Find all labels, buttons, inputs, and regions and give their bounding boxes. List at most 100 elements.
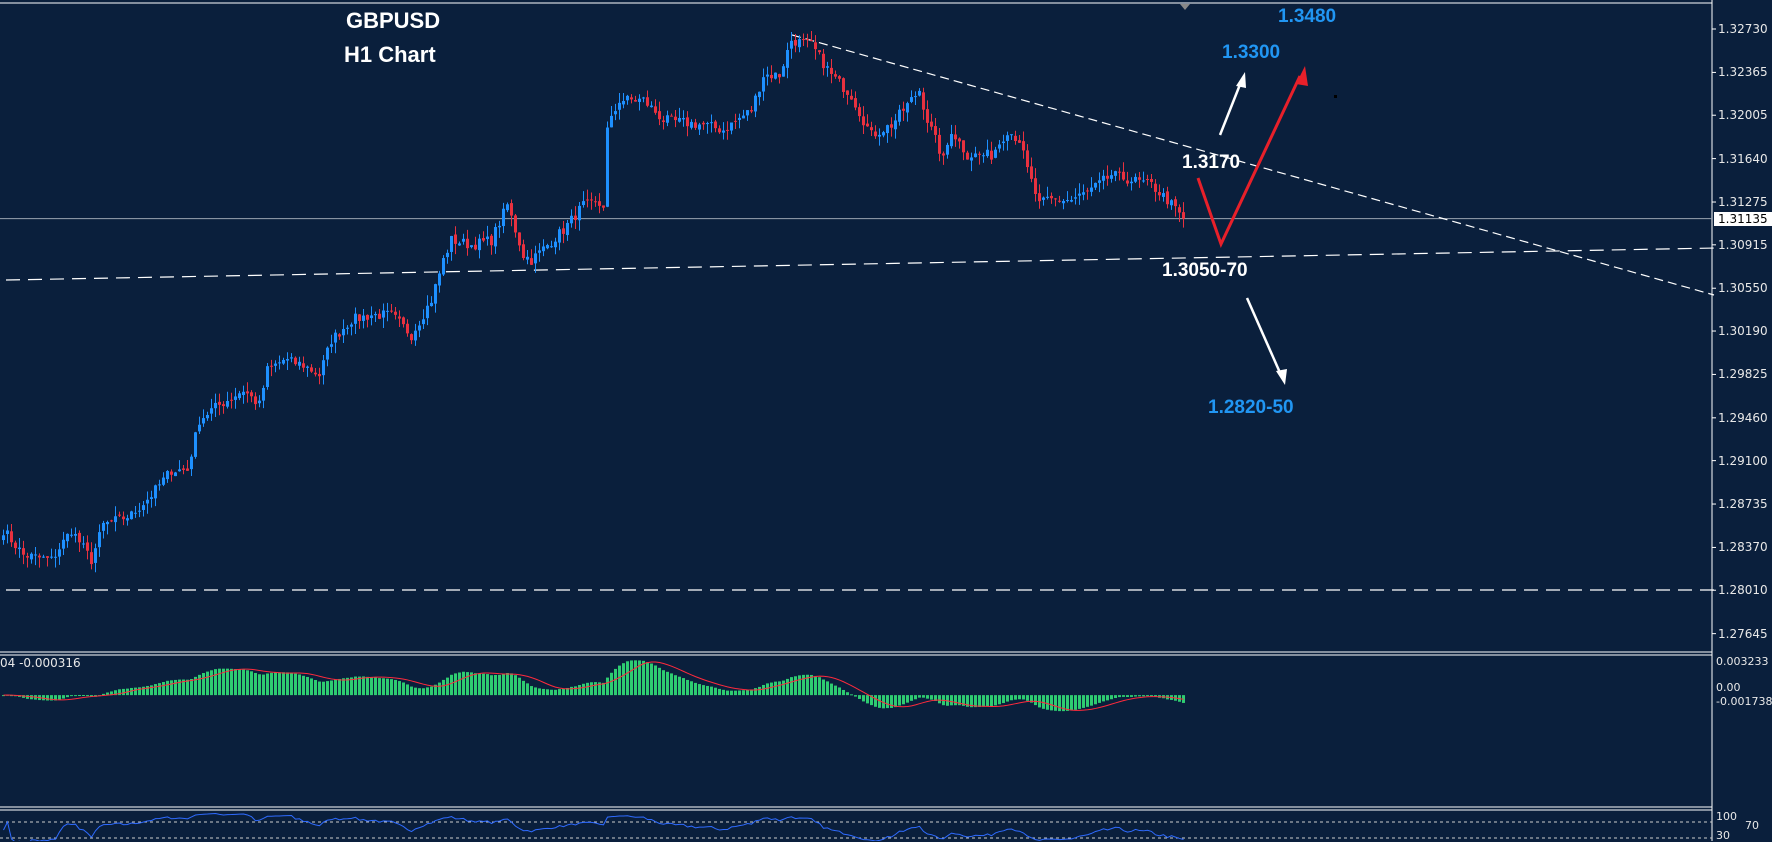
candle-body [730, 122, 733, 131]
candle-body [718, 128, 721, 133]
candle-body [950, 134, 953, 147]
candle-body [538, 250, 541, 253]
macd-bar [930, 695, 933, 700]
candle-body [818, 50, 821, 53]
candle [742, 109, 745, 119]
candle [22, 540, 25, 565]
candle-body [390, 310, 393, 312]
macd-bar [466, 672, 469, 696]
candle-body [30, 553, 33, 560]
candle-body [366, 314, 369, 320]
candle [450, 235, 453, 261]
candle-body [722, 130, 725, 133]
candle-body [278, 362, 281, 364]
macd-bar [654, 665, 657, 696]
candle-body [830, 67, 833, 74]
macd-bar [298, 674, 301, 696]
candle [858, 103, 861, 122]
macd-bar [182, 679, 185, 696]
macd-bar [1094, 695, 1097, 705]
candle [914, 91, 917, 106]
macd-bar [190, 679, 193, 696]
candle [1178, 204, 1181, 222]
y-tick-label: 1.30190 [1718, 324, 1768, 339]
macd-bar [206, 671, 209, 696]
macd-bar [286, 672, 289, 696]
candle-body [190, 456, 193, 470]
candle [358, 314, 361, 329]
candle-body [1178, 207, 1181, 213]
candle-body [1042, 197, 1045, 200]
candle-body [782, 66, 785, 77]
macd-bar [1142, 695, 1145, 697]
macd-bar [666, 671, 669, 696]
candle [1130, 177, 1133, 191]
candle-body [394, 311, 397, 315]
candle-body [554, 241, 557, 248]
candle-body [1102, 175, 1105, 181]
candle [1162, 188, 1165, 202]
candle [842, 77, 845, 99]
candle [934, 118, 937, 143]
candle-body [926, 109, 929, 123]
macd-bar [294, 673, 297, 696]
candle-body [58, 549, 61, 557]
candle [694, 118, 697, 131]
macd-bar [570, 686, 573, 696]
candle-body [382, 310, 385, 318]
macd-bar [686, 679, 689, 696]
macd-tick-bottom: -0.001738 [1716, 695, 1772, 708]
macd-bar [526, 683, 529, 696]
candle [926, 100, 929, 133]
candle [582, 191, 585, 208]
candle-body [146, 499, 149, 504]
trendline-rising-support[interactable] [5, 247, 1715, 281]
candle [766, 66, 769, 86]
macd-bar [1110, 695, 1113, 700]
candle-body [162, 477, 165, 485]
candle-body [98, 532, 101, 548]
candle [1142, 171, 1145, 183]
candle [1122, 162, 1125, 181]
candle-body [930, 121, 933, 127]
candle [574, 206, 577, 230]
candle [782, 64, 785, 77]
chart-shift-marker-icon[interactable] [1180, 4, 1190, 10]
candle [918, 88, 921, 97]
macd-bar [458, 672, 461, 696]
candle [86, 535, 89, 560]
candle-body [618, 102, 621, 110]
macd-bar [718, 688, 721, 696]
macd-bar [798, 675, 801, 696]
candle [66, 533, 69, 548]
macd-bar [1026, 695, 1029, 701]
candle [398, 310, 401, 327]
candle-body [526, 256, 529, 260]
candle [994, 146, 997, 159]
candle [674, 110, 677, 128]
trendline-descending-resistance[interactable] [791, 34, 1715, 296]
candle-body [634, 100, 637, 102]
candle-body [1026, 150, 1029, 168]
macd-bar [486, 674, 489, 696]
candle-body [290, 357, 293, 359]
macd-bar [518, 677, 521, 696]
macd-bar [810, 674, 813, 696]
candle-body [90, 552, 93, 565]
candle [1042, 196, 1045, 206]
candle-body [590, 199, 593, 201]
macd-bar [878, 695, 881, 708]
candle-body [490, 235, 493, 246]
candle [78, 530, 81, 553]
candle [350, 322, 353, 336]
candle-body [474, 244, 477, 250]
candle [1050, 192, 1053, 204]
candle-body [758, 91, 761, 98]
candle [1074, 188, 1077, 205]
candle [382, 303, 385, 329]
macd-bar [462, 671, 465, 696]
candle-body [1114, 171, 1117, 176]
candle-body [746, 110, 749, 116]
candle [334, 329, 337, 354]
